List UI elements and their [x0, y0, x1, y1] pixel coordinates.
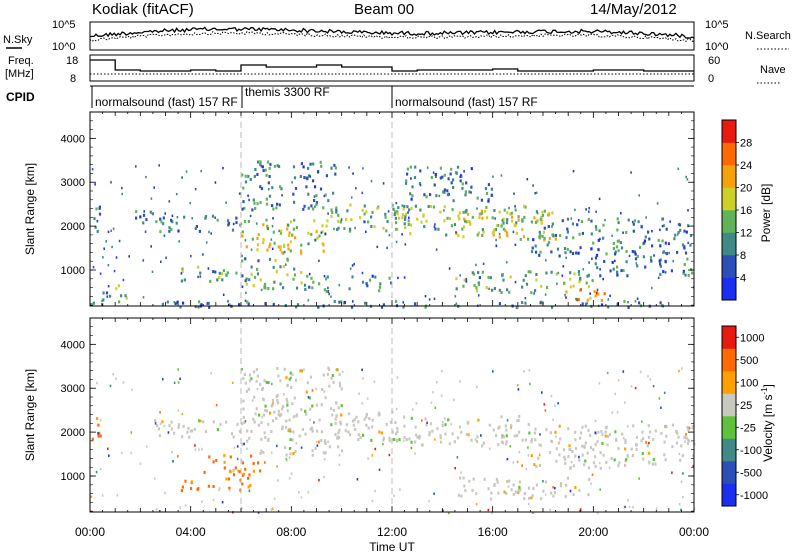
- noise-right-tick-bottom: 10^0: [705, 41, 729, 53]
- colorbar-tick-label: 1000: [740, 332, 764, 344]
- y-tick-label: 2000: [61, 427, 85, 439]
- colorbar-swatch: [722, 120, 736, 143]
- freq-left-tick-top: 18: [66, 55, 78, 67]
- velocity-colorbar-label: Velocity [m s-1]: [760, 384, 775, 462]
- y-tick-label: 1000: [61, 471, 85, 483]
- cpid-label: CPID: [6, 90, 35, 104]
- power-ylabel: Slant Range [km]: [23, 163, 37, 255]
- freq-traces: [90, 59, 694, 75]
- beam-title: Beam 00: [354, 1, 414, 18]
- velocity-axes: 1000 2000 3000 4000 00:00 04:00 08:00 12:00 16:0…: [61, 318, 709, 539]
- nave-label: Nave: [760, 64, 786, 76]
- colorbar-swatch: [722, 255, 736, 278]
- colorbar-tick-label: 20: [740, 183, 752, 195]
- freq-left-tick-bottom: 8: [70, 73, 76, 85]
- noise-right-label: N.Search: [745, 30, 791, 42]
- colorbar-tick-label: 25: [740, 400, 752, 412]
- y-tick-label: 3000: [61, 383, 85, 395]
- y-tick-label: 1000: [61, 265, 85, 277]
- y-tick-label: 4000: [61, 339, 85, 351]
- noise-panel: [89, 21, 695, 51]
- colorbar-tick-label: 8: [740, 250, 746, 262]
- power-colorbar: 28 24 20 16 12 8 4: [721, 119, 752, 301]
- colorbar-swatch: [722, 438, 736, 462]
- colorbar-tick-label: -500: [740, 467, 762, 479]
- cpid-segment-2: themis 3300 RF: [245, 85, 330, 99]
- colorbar-swatch: [722, 416, 736, 439]
- x-tick-label: 00:00: [75, 525, 105, 539]
- noise-sky-trace: [89, 26, 695, 39]
- colorbar-swatch: [722, 393, 736, 417]
- freq-right-tick-top: 60: [708, 55, 720, 67]
- colorbar-swatch: [722, 165, 736, 188]
- velocity-heatmap: [90, 318, 696, 515]
- x-tick-label: 08:00: [276, 525, 306, 539]
- site-title: Kodiak (fitACF): [92, 1, 194, 18]
- colorbar-swatch: [722, 461, 736, 484]
- colorbar-swatch: [722, 232, 736, 256]
- x-tick-label: 00:00: [679, 525, 709, 539]
- colorbar-swatch: [722, 483, 736, 507]
- y-tick-label: 4000: [61, 133, 85, 145]
- colorbar-swatch: [722, 348, 736, 372]
- freq-right-tick-bottom: 0: [708, 73, 714, 85]
- x-axis-label: Time UT: [369, 540, 415, 554]
- colorbar-tick-label: 500: [740, 355, 758, 367]
- noise-left-tick-top: 10^5: [52, 19, 76, 31]
- colorbar-tick-label: 28: [740, 138, 752, 150]
- velocity-ylabel: Slant Range [km]: [23, 369, 37, 461]
- noise-left-tick-bottom: 10^0: [52, 41, 76, 53]
- velocity-colorbar: 1000 500 100 25 -25 -100 -500 -1000: [721, 325, 768, 507]
- x-tick-label: 20:00: [578, 525, 608, 539]
- colorbar-swatch: [722, 326, 736, 349]
- x-tick-label: 16:00: [478, 525, 508, 539]
- colorbar-tick-label: -100: [740, 445, 762, 457]
- colorbar-swatch: [722, 210, 736, 233]
- colorbar-swatch: [722, 277, 736, 301]
- colorbar-swatch: [722, 371, 736, 394]
- colorbar-swatch: [722, 142, 736, 166]
- date-title: 14/May/2012: [590, 1, 677, 18]
- power-colorbar-label: Power [dB]: [759, 184, 773, 243]
- freq-panel: [89, 54, 695, 82]
- noise-search-trace: [89, 30, 695, 43]
- noise-traces: [89, 26, 695, 43]
- power-heatmap: [90, 112, 695, 309]
- freq-trace: [90, 59, 694, 72]
- velocity-unit-sup: -1: [760, 387, 769, 395]
- power-axes: 1000 2000 3000 4000: [61, 112, 695, 306]
- noise-left-label: N.Sky: [3, 34, 33, 46]
- noise-right-tick-top: 10^5: [705, 19, 729, 31]
- x-tick-label: 04:00: [176, 525, 206, 539]
- colorbar-tick-label: 4: [740, 273, 746, 285]
- freq-label-line1: Freq.: [8, 55, 34, 67]
- colorbar-tick-label: -1000: [740, 490, 768, 502]
- cpid-segment-1: normalsound (fast) 157 RF: [95, 95, 238, 109]
- colorbar-tick-label: 24: [740, 160, 752, 172]
- velocity-unit-base: Velocity [m s: [761, 395, 775, 462]
- y-tick-label: 3000: [61, 177, 85, 189]
- y-tick-label: 2000: [61, 221, 85, 233]
- colorbar-tick-label: -25: [740, 422, 756, 434]
- colorbar-tick-label: 100: [740, 377, 758, 389]
- freq-label-line2: [MHz]: [5, 68, 34, 80]
- colorbar-swatch: [722, 187, 736, 211]
- cpid-segment-3: normalsound (fast) 157 RF: [395, 95, 538, 109]
- colorbar-tick-label: 16: [740, 205, 752, 217]
- x-tick-label: 12:00: [377, 525, 407, 539]
- colorbar-tick-label: 12: [740, 228, 752, 240]
